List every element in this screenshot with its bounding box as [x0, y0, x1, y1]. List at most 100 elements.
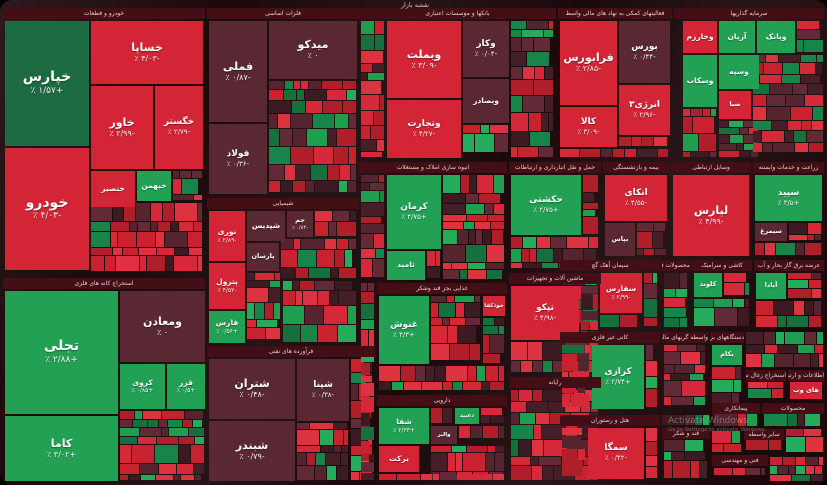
mini-tile[interactable]: [819, 354, 823, 367]
mini-tile[interactable]: [173, 195, 193, 200]
mini-tile[interactable]: [664, 440, 684, 451]
mini-tile[interactable]: [791, 107, 812, 120]
mini-tile[interactable]: [315, 181, 338, 192]
mini-tile[interactable]: [815, 466, 822, 474]
tile-شتران[interactable]: شتران -۰/۴۸ ٪: [209, 359, 295, 419]
mini-tile[interactable]: [511, 30, 521, 37]
mini-tile[interactable]: [530, 249, 536, 262]
tile-ومعادن[interactable]: ومعادن ۰ ٪: [120, 291, 205, 362]
mini-tile[interactable]: [794, 354, 810, 367]
mini-tile[interactable]: [443, 215, 466, 221]
mini-tile[interactable]: [712, 380, 733, 392]
mini-tile[interactable]: [699, 134, 716, 151]
mini-tile[interactable]: [762, 131, 784, 142]
mini-tile[interactable]: [511, 249, 521, 262]
mini-tile[interactable]: [433, 474, 439, 480]
mini-tile[interactable]: [297, 466, 314, 480]
mini-tile[interactable]: [740, 151, 750, 157]
mini-tile[interactable]: [797, 21, 819, 29]
mini-tile[interactable]: [348, 306, 356, 324]
mini-tile[interactable]: [786, 429, 803, 436]
mini-tile[interactable]: [491, 222, 504, 229]
mini-tile[interactable]: [470, 175, 476, 193]
mini-tile[interactable]: [523, 237, 536, 248]
mini-tile[interactable]: [431, 446, 451, 452]
mini-tile[interactable]: [811, 354, 818, 367]
mini-tile[interactable]: [340, 165, 350, 180]
mini-tile[interactable]: [482, 474, 492, 480]
mini-tile[interactable]: [637, 223, 653, 231]
mini-tile[interactable]: [193, 420, 202, 427]
mini-tile[interactable]: [283, 306, 304, 324]
mini-tile[interactable]: [637, 149, 657, 157]
mini-tile[interactable]: [269, 90, 283, 100]
mini-tile[interactable]: [806, 437, 823, 452]
mini-tile[interactable]: [475, 296, 480, 302]
mini-tile[interactable]: [808, 235, 814, 240]
mini-tile[interactable]: [118, 232, 136, 247]
mini-tile[interactable]: [148, 420, 158, 427]
mini-tile[interactable]: [468, 366, 476, 381]
mini-tile[interactable]: [664, 374, 670, 380]
tile-وبملت[interactable]: وبملت -۳/۰۹ ٪: [387, 21, 461, 98]
mini-tile[interactable]: [530, 132, 550, 146]
mini-tile[interactable]: [198, 256, 202, 271]
mini-tile[interactable]: [371, 126, 384, 139]
mini-tile[interactable]: [724, 273, 746, 282]
mini-tile[interactable]: [135, 411, 142, 419]
mini-tile[interactable]: [490, 125, 508, 133]
mini-tile[interactable]: [375, 35, 384, 50]
mini-tile[interactable]: [664, 352, 680, 364]
mini-tile[interactable]: [431, 326, 447, 343]
mini-tile[interactable]: [562, 345, 584, 353]
mini-tile[interactable]: [334, 430, 343, 445]
mini-tile[interactable]: [745, 283, 749, 295]
mini-tile[interactable]: [601, 149, 612, 157]
mini-tile[interactable]: [297, 430, 319, 445]
mini-tile[interactable]: [191, 445, 204, 463]
mini-tile[interactable]: [311, 165, 327, 180]
tile-خاور[interactable]: خاور -۲/۹۹ ٪: [91, 86, 153, 169]
mini-tile[interactable]: [764, 63, 782, 74]
mini-tile[interactable]: [580, 149, 600, 157]
mini-tile[interactable]: [460, 270, 467, 279]
mini-tile[interactable]: [534, 38, 550, 51]
mini-tile[interactable]: [805, 332, 816, 344]
mini-tile[interactable]: [380, 95, 384, 110]
mini-tile[interactable]: [499, 366, 504, 381]
mini-tile[interactable]: [323, 101, 342, 113]
tile-بکام[interactable]: بکام: [712, 345, 742, 365]
mini-tile[interactable]: [532, 440, 543, 456]
mini-tile[interactable]: [755, 243, 764, 255]
mini-tile[interactable]: [157, 248, 174, 255]
mini-tile[interactable]: [733, 468, 745, 475]
mini-tile[interactable]: [746, 332, 763, 344]
mini-tile[interactable]: [138, 437, 156, 444]
mini-tile[interactable]: [401, 366, 415, 381]
mini-tile[interactable]: [301, 81, 308, 89]
mini-tile[interactable]: [671, 374, 689, 380]
tile-وسکاب[interactable]: وسکاب: [683, 55, 717, 107]
mini-tile[interactable]: [303, 291, 317, 305]
mini-tile[interactable]: [247, 273, 254, 280]
tile-خنصیر[interactable]: خنصیر: [91, 171, 135, 207]
mini-tile[interactable]: [590, 321, 598, 330]
mini-tile[interactable]: [173, 171, 179, 178]
mini-tile[interactable]: [785, 332, 804, 344]
tile-فرابورس[interactable]: فرابورس -۲/۸۵ ٪: [560, 21, 617, 105]
tile-وسپه[interactable]: وسپه: [719, 55, 759, 89]
mini-tile[interactable]: [700, 461, 707, 478]
mini-tile[interactable]: [431, 408, 442, 423]
mini-tile[interactable]: [313, 114, 334, 128]
mini-tile[interactable]: [511, 80, 533, 95]
mini-tile[interactable]: [764, 414, 787, 426]
mini-tile[interactable]: [807, 131, 823, 142]
mini-tile[interactable]: [466, 194, 478, 203]
mini-tile[interactable]: [321, 446, 333, 452]
mini-tile[interactable]: [458, 474, 481, 480]
mini-tile[interactable]: [770, 84, 792, 94]
mini-tile[interactable]: [296, 165, 310, 180]
mini-tile[interactable]: [315, 222, 328, 236]
mini-tile[interactable]: [537, 237, 550, 248]
mini-tile[interactable]: [269, 288, 280, 302]
